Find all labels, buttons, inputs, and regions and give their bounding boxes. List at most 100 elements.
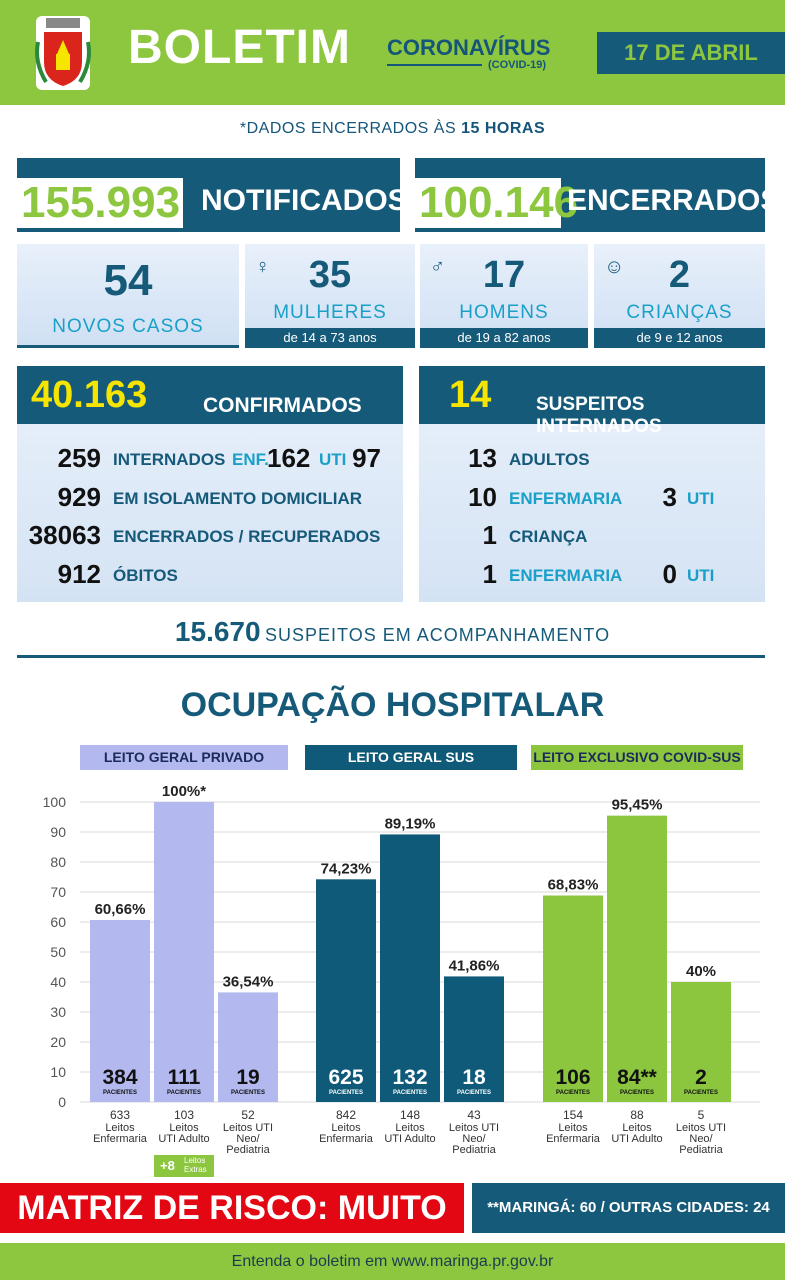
- adult-icu-label: UTI: [687, 489, 715, 508]
- extra-beds-label: Leitos Extras: [184, 1156, 207, 1174]
- bulletin-subtitle-tag: (COVID-19): [488, 59, 547, 71]
- cities-note: **MARINGÁ: 60 / OUTRAS CIDADES: 24: [472, 1183, 785, 1233]
- bar-category-line1: Leitos: [622, 1122, 652, 1134]
- bar-category-line1: Leitos UTI: [676, 1122, 726, 1134]
- y-tick-label: 90: [50, 824, 66, 840]
- bar-patients-label: PACIENTES: [103, 1090, 137, 1096]
- hospitalized-value: 259: [57, 443, 101, 473]
- bar-patients-label: PACIENTES: [329, 1090, 363, 1096]
- group-header-private: LEITO GERAL PRIVADO: [80, 745, 288, 770]
- new-cases-underline: [17, 345, 239, 348]
- bar-percent-label: 74,23%: [321, 860, 372, 877]
- deaths-value: 912: [57, 559, 101, 589]
- adult-ward-value: 10: [468, 482, 497, 512]
- bar-beds-count: 842: [336, 1108, 356, 1122]
- bar-beds-count: 5: [698, 1108, 705, 1122]
- children-card: ☺ 2 CRIANÇAS de 9 e 12 anos: [594, 244, 765, 348]
- bar-category-line1: Leitos: [558, 1122, 588, 1134]
- bar-category-line2: Neo/: [462, 1133, 486, 1145]
- child-icu-value: 0: [662, 559, 677, 589]
- risk-matrix-banner: MATRIZ DE RISCO: MUITO ALTO: [0, 1183, 464, 1277]
- bar-beds-count: 103: [174, 1108, 194, 1122]
- occupancy-title: OCUPAÇÃO HOSPITALAR: [180, 686, 605, 724]
- notified-value: 155.993: [17, 178, 183, 228]
- children-age-range: de 9 e 12 anos: [594, 328, 765, 348]
- bar-patients-label: PACIENTES: [457, 1090, 491, 1096]
- bar-patients-value: 106: [555, 1066, 590, 1089]
- y-tick-label: 40: [50, 974, 66, 990]
- bar-patients-value: 2: [695, 1066, 707, 1089]
- notified-label: NOTIFICADOS: [201, 184, 408, 217]
- y-tick-label: 80: [50, 854, 66, 870]
- men-value: 17: [482, 254, 526, 296]
- adults-value: 13: [468, 443, 497, 473]
- y-tick-label: 10: [50, 1064, 66, 1080]
- men-card: ♂ 17 HOMENS de 19 a 82 anos: [420, 244, 588, 348]
- y-tick-label: 100: [43, 794, 67, 810]
- closing-hour: 15 HORAS: [461, 120, 546, 137]
- icu-value: 97: [352, 443, 381, 473]
- deaths-label: ÓBITOS: [113, 566, 178, 585]
- bar-category-line2: Enfermaria: [93, 1133, 148, 1145]
- child-ward-label: ENFERMARIA: [509, 566, 623, 585]
- bar-percent-label: 40%: [686, 963, 716, 980]
- occupancy-chart: 010203040506070809010060,66%384PACIENTES…: [43, 783, 760, 1156]
- y-tick-label: 70: [50, 884, 66, 900]
- men-label: HOMENS: [459, 302, 549, 323]
- bar-category-line1: Leitos: [105, 1122, 135, 1134]
- ward-value: 162: [267, 443, 311, 473]
- new-cases-value: 54: [103, 256, 153, 305]
- home-isolation-label: EM ISOLAMENTO DOMICILIAR: [113, 489, 363, 508]
- bar-percent-label: 36,54%: [223, 973, 274, 990]
- bar-patients-label: PACIENTES: [684, 1090, 718, 1096]
- closing-time-note: *DADOS ENCERRADOS ÀS 15 HORAS: [0, 120, 785, 138]
- bar-percent-label: 89,19%: [385, 815, 436, 832]
- bar-category-line2: UTI Adulto: [384, 1133, 435, 1145]
- bar-category-line3: Pediatria: [226, 1144, 270, 1156]
- suspects-row-child: 1 CRIANÇA: [419, 520, 765, 554]
- extra-beds-badge: +8 Leitos Extras: [154, 1155, 214, 1177]
- bar-percent-label: 100%*: [162, 783, 206, 800]
- icu-label: UTI: [319, 450, 347, 469]
- recovered-label: ENCERRADOS / RECUPERADOS: [113, 527, 381, 546]
- bar-patients-label: PACIENTES: [231, 1090, 265, 1096]
- new-cases-card: 54 NOVOS CASOS: [17, 244, 239, 348]
- closing-prefix: *DADOS ENCERRADOS ÀS: [239, 120, 457, 137]
- confirmed-value: 40.163: [31, 374, 148, 416]
- children-value: 2: [668, 254, 691, 296]
- bar: [671, 982, 731, 1102]
- bar-category-line2: UTI Adulto: [158, 1133, 209, 1145]
- bar-percent-label: 95,45%: [612, 797, 663, 814]
- confirmed-label: CONFIRMADOS: [203, 394, 362, 417]
- monitoring-label: SUSPEITOS EM ACOMPANHAMENTO: [265, 625, 611, 645]
- bar-percent-label: 60,66%: [95, 901, 146, 918]
- suspects-hosp-value: 14: [449, 374, 492, 416]
- confirmed-header: 40.163 CONFIRMADOS: [17, 366, 403, 424]
- suspects-row-adults: 13 ADULTOS: [419, 443, 765, 477]
- closed-value: 100.146: [415, 178, 578, 228]
- bar: [543, 895, 603, 1102]
- bar-patients-value: 84**: [617, 1066, 658, 1089]
- recovered-value: 38063: [28, 520, 101, 550]
- child-icu-label: UTI: [687, 566, 715, 585]
- woman-icon: ♀: [255, 256, 270, 278]
- suspects-hosp-label: SUSPEITOS INTERNADOS: [536, 394, 662, 437]
- child-label: CRIANÇA: [509, 527, 588, 546]
- confirmed-row-hospitalized: 259 INTERNADOS ENF. 162 UTI 97: [17, 443, 403, 477]
- closed-label: ENCERRADOS: [567, 184, 781, 217]
- bar: [316, 879, 376, 1102]
- women-label: MULHERES: [273, 302, 387, 323]
- bar-category-line1: Leitos: [395, 1122, 425, 1134]
- bar-patients-value: 132: [392, 1066, 427, 1089]
- child-value: 1: [482, 520, 497, 550]
- women-age-range: de 14 a 73 anos: [245, 328, 415, 348]
- bar-patients-value: 111: [168, 1066, 201, 1089]
- bar-beds-count: 633: [110, 1108, 130, 1122]
- women-value: 35: [308, 254, 352, 296]
- home-isolation-value: 929: [57, 482, 101, 512]
- monitoring-value: 15.670: [174, 616, 261, 647]
- bar-patients-label: PACIENTES: [167, 1090, 201, 1096]
- bar-patients-value: 18: [462, 1066, 486, 1089]
- bar: [380, 834, 440, 1102]
- children-label: CRIANÇAS: [626, 302, 733, 323]
